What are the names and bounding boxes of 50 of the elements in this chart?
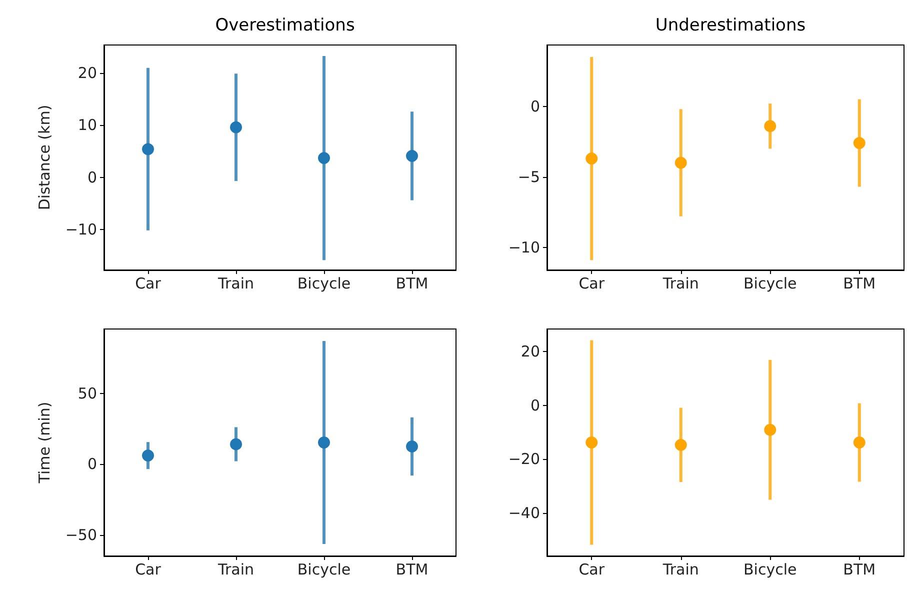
y-tick-label: 0 bbox=[87, 455, 97, 474]
y-tick-label: 0 bbox=[530, 97, 540, 116]
point bbox=[674, 156, 687, 169]
x-tick-label: Train bbox=[217, 274, 254, 292]
y-tick-label: 0 bbox=[530, 396, 540, 414]
y-tick-label: 50 bbox=[78, 384, 97, 402]
x-tick-label: BTM bbox=[396, 560, 428, 578]
point bbox=[318, 152, 330, 164]
x-tick-label: BTM bbox=[396, 274, 428, 292]
x-tick-label: Bicycle bbox=[297, 274, 351, 292]
x-tick-label: Train bbox=[662, 274, 699, 292]
y-tick-label: −10 bbox=[508, 238, 540, 256]
x-tick-label: Train bbox=[662, 560, 699, 578]
x-tick-label: Bicycle bbox=[744, 560, 797, 578]
point bbox=[674, 438, 687, 451]
point bbox=[853, 436, 866, 448]
point bbox=[853, 137, 866, 150]
point bbox=[586, 152, 598, 165]
y-axis-title: Distance (km) bbox=[36, 104, 54, 210]
point bbox=[586, 436, 598, 448]
y-tick-label: −20 bbox=[508, 450, 540, 468]
y-tick-label: 20 bbox=[78, 64, 97, 82]
x-tick-label: Bicycle bbox=[297, 560, 351, 578]
y-axis-title: Time (min) bbox=[36, 402, 54, 484]
point bbox=[230, 438, 242, 450]
x-tick-label: BTM bbox=[843, 560, 876, 578]
x-tick-label: BTM bbox=[843, 274, 876, 292]
y-tick-label: 10 bbox=[78, 116, 97, 134]
point bbox=[764, 120, 776, 132]
point bbox=[142, 143, 154, 156]
chart-title: Underestimations bbox=[655, 16, 806, 36]
y-tick-label: −5 bbox=[518, 168, 540, 186]
y-tick-label: −50 bbox=[65, 526, 97, 544]
point bbox=[230, 121, 242, 134]
y-tick-label: −10 bbox=[65, 220, 97, 238]
y-tick-label: 20 bbox=[520, 342, 540, 361]
x-tick-label: Car bbox=[135, 560, 162, 578]
x-tick-label: Train bbox=[217, 560, 254, 578]
x-tick-label: Car bbox=[135, 274, 162, 292]
x-tick-label: Car bbox=[578, 560, 606, 578]
point bbox=[406, 440, 418, 452]
x-tick-label: Car bbox=[578, 274, 606, 292]
chart-title: Overestimations bbox=[215, 16, 355, 36]
x-tick-label: Bicycle bbox=[744, 274, 797, 292]
point bbox=[142, 450, 154, 462]
point bbox=[764, 424, 776, 436]
y-tick-label: 0 bbox=[87, 168, 97, 186]
point bbox=[406, 150, 418, 162]
point bbox=[318, 436, 330, 448]
y-tick-label: −40 bbox=[508, 504, 540, 522]
